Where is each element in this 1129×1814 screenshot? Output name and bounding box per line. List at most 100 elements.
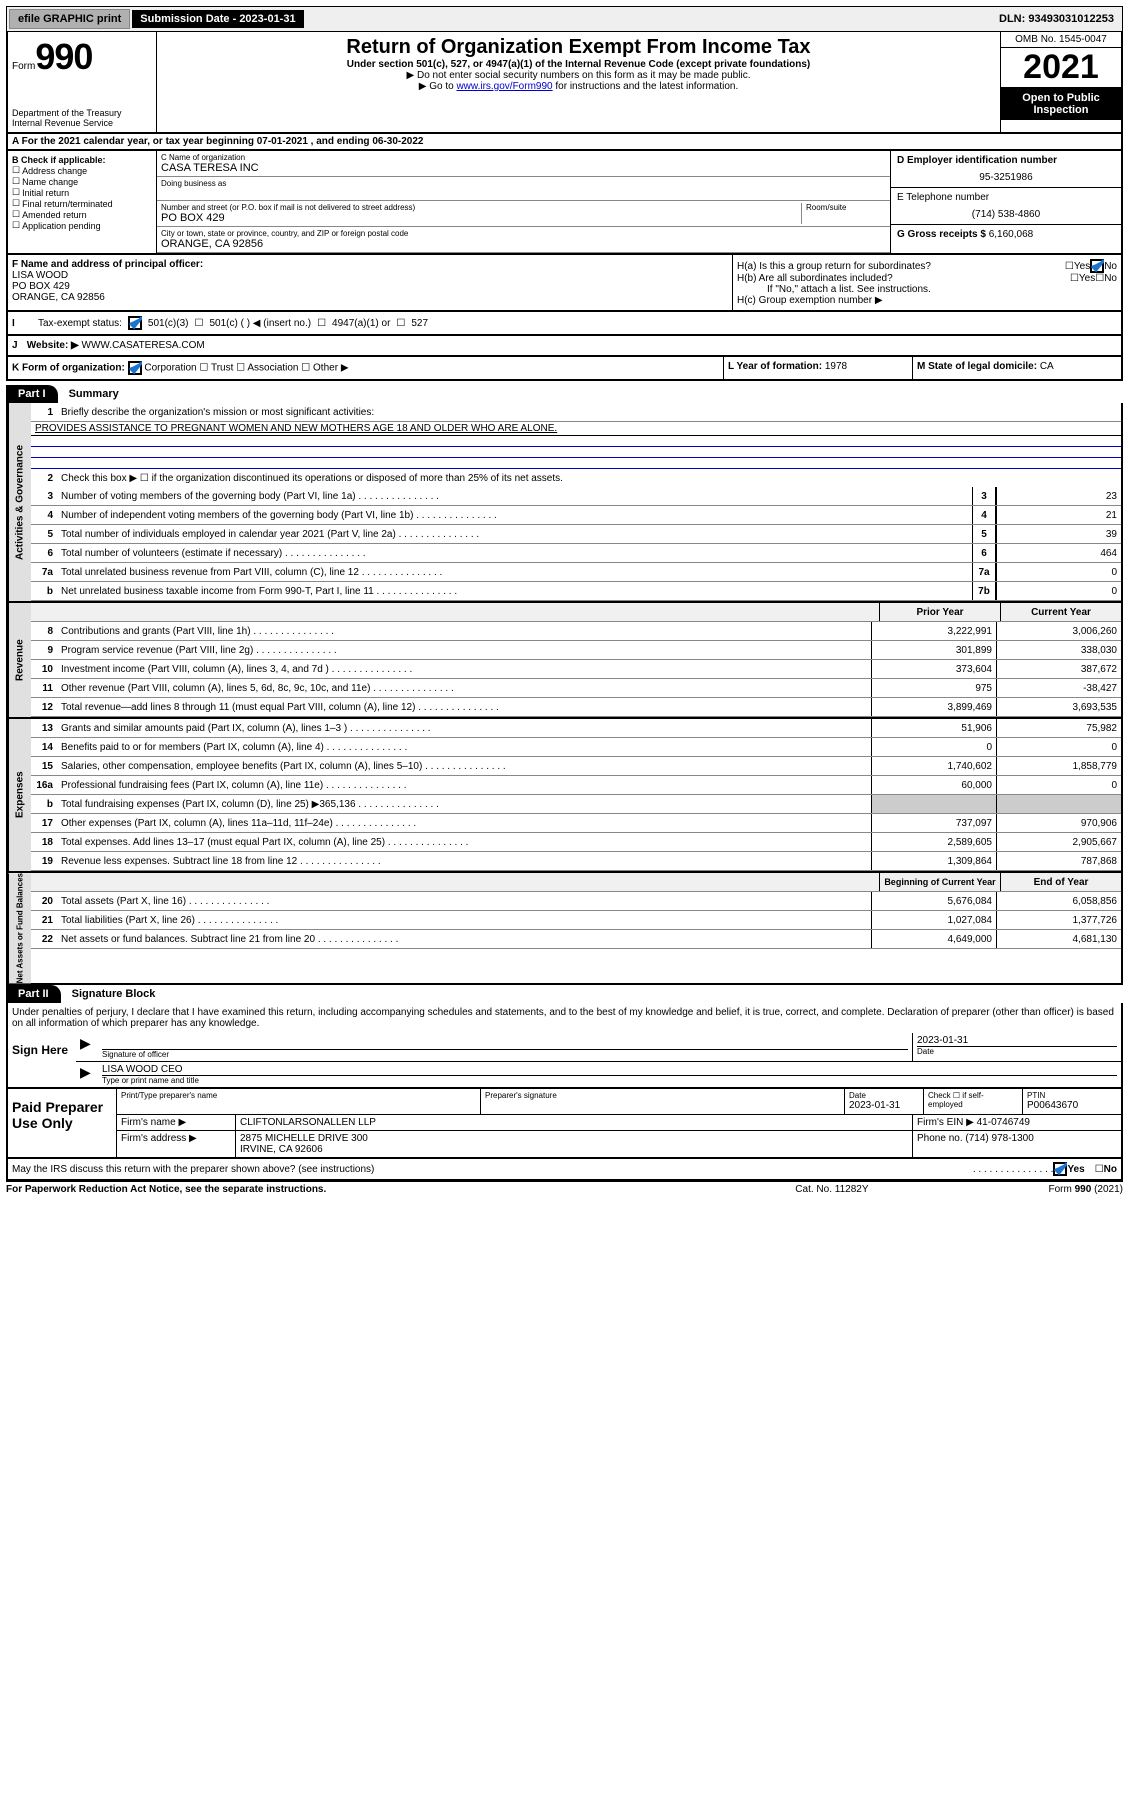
form-number: 990 [35,36,92,78]
sign-here-label: Sign Here [8,1033,76,1087]
arrow-icon: ▶ [76,1033,98,1061]
vtab-governance: Activities & Governance [8,403,31,601]
cat-no: Cat. No. 11282Y [795,1184,868,1195]
type-name-label: Type or print name and title [102,1075,1117,1085]
domicile: CA [1040,361,1054,372]
phone-label: Phone no. [917,1133,963,1144]
ein-label: D Employer identification number [897,155,1115,166]
row-i-tax-status: I Tax-exempt status: 501(c)(3) ☐501(c) (… [6,312,1123,336]
table-row: 21Total liabilities (Part X, line 26) 1,… [31,911,1121,930]
checkbox-item: ☐Name change [12,176,152,187]
gross-label: G Gross receipts $ [897,229,986,240]
sign-here-block: Sign Here ▶ Signature of officer 2023-01… [6,1033,1123,1089]
table-row: 17Other expenses (Part IX, column (A), l… [31,814,1121,833]
line2: Check this box ▶ ☐ if the organization d… [57,472,1121,485]
table-row: 18Total expenses. Add lines 13–17 (must … [31,833,1121,852]
discuss-question: May the IRS discuss this return with the… [12,1164,973,1175]
omb-number: OMB No. 1545-0047 [1001,32,1121,48]
mission-text: PROVIDES ASSISTANCE TO PREGNANT WOMEN AN… [31,422,1121,436]
note-2: ▶ Go to www.irs.gov/Form990 for instruct… [161,81,996,92]
officer-label: F Name and address of principal officer: [12,259,728,270]
current-year-header: Current Year [1000,603,1121,621]
check-icon [128,361,142,375]
table-row: 12Total revenue—add lines 8 through 11 (… [31,698,1121,717]
dln: DLN: 93493031012253 [991,10,1122,28]
summary-revenue: Revenue Prior Year Current Year 8Contrib… [6,603,1123,719]
part2-header: Part II [6,985,61,1003]
table-row: 19Revenue less expenses. Subtract line 1… [31,852,1121,871]
sig-date: 2023-01-31 [917,1035,1117,1046]
col-b-header: B Check if applicable: [12,155,152,165]
tax-year: 2021 [1001,48,1121,88]
summary-expenses: Expenses 13Grants and similar amounts pa… [6,719,1123,873]
prior-year-header: Prior Year [879,603,1000,621]
vtab-net: Net Assets or Fund Balances [8,873,31,983]
org-name: CASA TERESA INC [161,162,886,174]
footer: For Paperwork Reduction Act Notice, see … [6,1181,1123,1197]
vtab-expenses: Expenses [8,719,31,871]
part1-title: Summary [69,388,119,400]
org-name-label: C Name of organization [161,153,886,162]
hc-label: H(c) Group exemption number ▶ [737,295,1117,306]
officer-addr1: PO BOX 429 [12,281,728,292]
discuss-row: May the IRS discuss this return with the… [6,1159,1123,1181]
ptin-label: PTIN [1027,1091,1117,1100]
row-a-tax-year: A For the 2021 calendar year, or tax yea… [6,134,1123,151]
year-formation: 1978 [825,361,847,372]
website-value: WWW.CASATERESA.COM [82,340,205,351]
begin-year-header: Beginning of Current Year [879,873,1000,891]
addr-label: Number and street (or P.O. box if mail i… [161,203,801,212]
website-label: Website: ▶ [27,340,79,351]
table-row: 11Other revenue (Part VIII, column (A), … [31,679,1121,698]
check-icon [1053,1162,1067,1176]
table-row: 10Investment income (Part VIII, column (… [31,660,1121,679]
table-row: 15Salaries, other compensation, employee… [31,757,1121,776]
domicile-label: M State of legal domicile: [917,361,1037,372]
form-org-label: K Form of organization: [12,363,125,374]
form-label: Form [12,61,35,72]
table-row: 14Benefits paid to or for members (Part … [31,738,1121,757]
table-row: 20Total assets (Part X, line 16) 5,676,0… [31,892,1121,911]
officer-addr2: ORANGE, CA 92856 [12,292,728,303]
col-b-checkboxes: B Check if applicable: ☐Address change☐N… [8,151,157,253]
preparer-name-label: Print/Type preparer's name [121,1091,476,1100]
efile-print-button[interactable]: efile GRAPHIC print [9,9,130,29]
officer-name: LISA WOOD [12,270,728,281]
firm-phone: (714) 978-1300 [965,1133,1033,1144]
irs-link[interactable]: www.irs.gov/Form990 [456,81,552,92]
city-label: City or town, state or province, country… [161,229,886,238]
summary-governance: Activities & Governance 1Briefly describ… [6,403,1123,603]
table-row: 7aTotal unrelated business revenue from … [31,563,1121,582]
topbar: efile GRAPHIC print Submission Date - 20… [6,6,1123,32]
officer-typed-name: LISA WOOD CEO [102,1064,1117,1075]
firm-ein-label: Firm's EIN ▶ [917,1117,974,1128]
checkbox-item: ☐Address change [12,165,152,176]
vtab-revenue: Revenue [8,603,31,717]
sig-officer-label: Signature of officer [102,1049,908,1059]
check-icon [128,316,142,330]
hb-note: If "No," attach a list. See instructions… [737,284,1117,295]
firm-name-label: Firm's name ▶ [116,1115,235,1130]
checkbox-item: ☐Amended return [12,209,152,220]
summary-netassets: Net Assets or Fund Balances Beginning of… [6,873,1123,985]
form-subtitle: Under section 501(c), 527, or 4947(a)(1)… [161,59,996,70]
table-row: 16aProfessional fundraising fees (Part I… [31,776,1121,795]
table-row: bNet unrelated business taxable income f… [31,582,1121,601]
mission-label: Briefly describe the organization's miss… [57,406,1121,419]
dba-label: Doing business as [161,179,886,188]
table-row: 6Total number of volunteers (estimate if… [31,544,1121,563]
firm-addr1: 2875 MICHELLE DRIVE 300 [240,1133,908,1144]
row-f-h: F Name and address of principal officer:… [6,255,1123,312]
table-row: 13Grants and similar amounts paid (Part … [31,719,1121,738]
prep-date-label: Date [849,1091,919,1100]
tel-label: E Telephone number [897,192,1115,203]
table-row: 5Total number of individuals employed in… [31,525,1121,544]
year-formation-label: L Year of formation: [728,361,822,372]
firm-name: CLIFTONLARSONALLEN LLP [235,1115,912,1130]
org-city: ORANGE, CA 92856 [161,238,886,250]
preparer-sig-label: Preparer's signature [485,1091,840,1100]
org-address: PO BOX 429 [161,212,801,224]
note-1: ▶ Do not enter social security numbers o… [161,70,996,81]
row-k: K Form of organization: Corporation ☐ Tr… [6,357,1123,381]
check-icon [1090,259,1104,273]
